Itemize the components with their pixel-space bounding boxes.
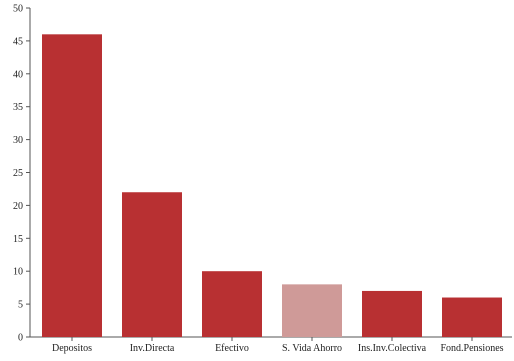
y-tick-label: 30 xyxy=(13,135,23,146)
y-tick-label: 10 xyxy=(13,267,23,278)
y-tick-label: 5 xyxy=(18,300,23,311)
bar xyxy=(122,192,182,337)
y-tick-label: 0 xyxy=(18,333,23,344)
plot-area: 0 5 10 15 20 25 30 35 40 45 50 Depositos Inv.Directa… xyxy=(13,4,512,354)
bar xyxy=(42,34,102,337)
x-tick-label: Depositos xyxy=(52,343,92,354)
x-tick-label: Inv.Directa xyxy=(130,343,175,354)
bar xyxy=(442,297,502,337)
y-tick-label: 15 xyxy=(13,234,23,245)
y-tick-label: 35 xyxy=(13,102,23,113)
y-tick-label: 20 xyxy=(13,201,23,212)
bar xyxy=(362,290,422,337)
x-tick-label: Fond.Pensiones xyxy=(440,343,503,354)
y-tick-label: 40 xyxy=(13,69,23,80)
x-tick-label: Ins.Inv.Colectiva xyxy=(358,343,427,354)
bar xyxy=(202,271,262,337)
bar xyxy=(282,284,342,337)
x-tick-label: S. Vida Ahorro xyxy=(282,343,342,354)
y-tick-label: 50 xyxy=(13,4,23,15)
y-tick-label: 45 xyxy=(13,36,23,47)
y-tick-label: 25 xyxy=(13,168,23,179)
x-tick-label: Efectivo xyxy=(215,343,249,354)
